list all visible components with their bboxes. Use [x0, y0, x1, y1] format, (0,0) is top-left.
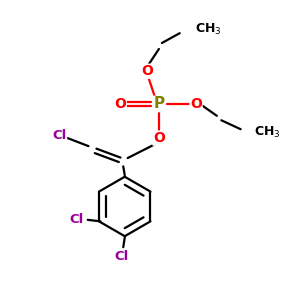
Text: P: P — [153, 96, 164, 111]
Text: Cl: Cl — [70, 213, 84, 226]
Text: Cl: Cl — [52, 129, 67, 142]
Text: CH$_3$: CH$_3$ — [195, 22, 221, 37]
Text: O: O — [153, 131, 165, 145]
Text: O: O — [114, 97, 126, 111]
Text: Cl: Cl — [115, 250, 129, 263]
Text: O: O — [141, 64, 153, 78]
Text: O: O — [190, 97, 202, 111]
Text: CH$_3$: CH$_3$ — [254, 124, 281, 140]
